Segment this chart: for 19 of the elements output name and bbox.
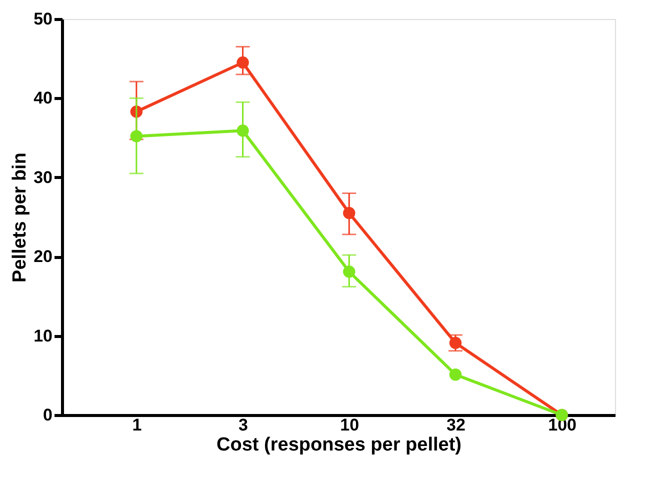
y-tick-label: 0 bbox=[43, 406, 52, 424]
y-tick-label: 40 bbox=[34, 88, 52, 108]
point bbox=[236, 56, 249, 69]
point bbox=[343, 206, 356, 220]
y-tick-label: 10 bbox=[34, 326, 52, 346]
x-axis-title: Cost (responses per pellet) bbox=[216, 434, 462, 456]
x-tick-label: 10 bbox=[340, 416, 360, 434]
y-tick-label: 50 bbox=[34, 10, 52, 28]
x-tick-label: 3 bbox=[238, 416, 248, 434]
point bbox=[236, 124, 249, 137]
y-axis-title: Pellets per bin bbox=[10, 152, 31, 282]
point bbox=[130, 130, 143, 142]
point bbox=[449, 368, 462, 381]
x-tick-label: 32 bbox=[446, 416, 466, 434]
y-tick-label: 20 bbox=[34, 247, 52, 266]
point bbox=[449, 336, 462, 350]
point bbox=[343, 266, 356, 278]
y-tick-label: 30 bbox=[34, 168, 52, 187]
x-tick-label: 1 bbox=[132, 416, 142, 434]
